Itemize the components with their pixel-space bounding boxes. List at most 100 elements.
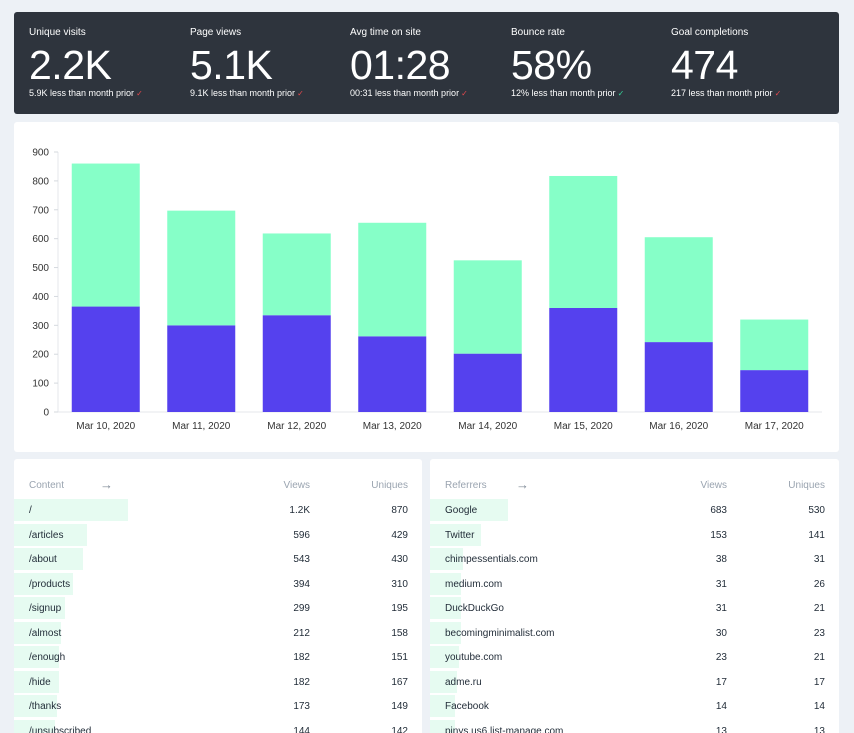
bar-series-1[interactable]	[71, 306, 140, 412]
row-views: 173	[293, 701, 310, 712]
share-bar	[14, 621, 61, 644]
row-label[interactable]: medium.com	[445, 578, 503, 590]
row-uniques: 149	[391, 701, 408, 712]
stat-comparison: 9.1K less than month prior ✓	[190, 88, 304, 98]
uniques-column-header: Uniques	[371, 480, 408, 491]
check-icon: ✓	[617, 89, 625, 98]
row-uniques: 142	[391, 725, 408, 733]
row-uniques: 530	[808, 505, 825, 516]
bar-series-2[interactable]	[549, 175, 618, 308]
bar-series-2[interactable]	[262, 233, 331, 316]
check-icon: ✓	[297, 89, 304, 98]
row-uniques: 141	[808, 529, 825, 541]
table-row[interactable]: /products 394 310	[14, 572, 422, 595]
row-label[interactable]: /products	[29, 578, 71, 590]
table-row[interactable]: medium.com 31 26	[430, 572, 839, 595]
row-uniques: 310	[391, 578, 408, 590]
table-row[interactable]: /unsubscribed 144 142	[14, 719, 422, 733]
row-views: 683	[710, 505, 727, 516]
arrow-right-icon[interactable]: →	[516, 477, 529, 492]
row-label[interactable]: adme.ru	[445, 676, 482, 688]
share-bar	[14, 695, 57, 717]
share-bar	[430, 719, 455, 733]
table-row[interactable]: Google 683 530	[430, 499, 839, 521]
table-row[interactable]: /thanks 173 149	[14, 695, 422, 717]
table-row[interactable]: pinys.us6.list-manage.com 13 13	[430, 719, 839, 733]
bar-series-1[interactable]	[262, 315, 331, 412]
share-bar	[14, 499, 128, 521]
bar-series-1[interactable]	[644, 342, 713, 412]
row-views: 144	[293, 725, 310, 733]
row-label[interactable]: becomingminimalist.com	[445, 627, 555, 639]
table-row[interactable]: /about 543 430	[14, 548, 422, 570]
stat-comparison-text: 12% less than month prior	[511, 88, 616, 98]
row-label[interactable]: /thanks	[29, 701, 62, 712]
table-row[interactable]: / 1.2K 870	[14, 499, 422, 521]
stat-label: Avg time on site	[350, 27, 421, 38]
share-bar	[14, 670, 59, 693]
bar-series-1[interactable]	[549, 308, 618, 412]
share-bar	[430, 548, 463, 570]
row-uniques: 158	[391, 627, 408, 639]
row-label[interactable]: Facebook	[445, 701, 489, 712]
table-row[interactable]: Facebook 14 14	[430, 695, 839, 717]
share-bar	[430, 597, 461, 619]
row-label[interactable]: /articles	[29, 529, 64, 541]
row-label[interactable]: DuckDuckGo	[445, 603, 504, 614]
arrow-right-icon[interactable]: →	[100, 477, 113, 492]
row-label[interactable]: /	[29, 505, 32, 516]
row-label[interactable]: /unsubscribed	[29, 725, 92, 733]
row-label[interactable]: /about	[29, 554, 57, 565]
table-row[interactable]: adme.ru 17 17	[430, 670, 839, 693]
row-label[interactable]: youtube.com	[445, 652, 503, 663]
stat-comparison: 00:31 less than month prior ✓	[350, 88, 468, 98]
row-views: 30	[715, 627, 727, 639]
table-row[interactable]: /signup 299 195	[14, 597, 422, 619]
row-label[interactable]: chimpessentials.com	[445, 554, 538, 565]
table-row[interactable]: chimpessentials.com 38 31	[430, 548, 839, 570]
bar-series-2[interactable]	[167, 210, 236, 326]
bar-series-1[interactable]	[167, 325, 236, 412]
x-tick-label: Mar 14, 2020	[458, 421, 517, 432]
referrers-column-header[interactable]: Referrers	[445, 480, 487, 491]
bar-series-1[interactable]	[358, 336, 427, 412]
row-views: 182	[293, 676, 310, 688]
y-tick-label: 500	[32, 263, 49, 274]
row-views: 38	[715, 554, 727, 565]
table-row[interactable]: youtube.com 23 21	[430, 646, 839, 668]
table-row[interactable]: DuckDuckGo 31 21	[430, 597, 839, 619]
bar-series-1[interactable]	[453, 353, 522, 412]
table-row[interactable]: /hide 182 167	[14, 670, 422, 693]
x-tick-label: Mar 10, 2020	[76, 421, 135, 432]
bar-series-2[interactable]	[740, 319, 809, 371]
row-label[interactable]: Twitter	[445, 529, 475, 541]
bar-series-1[interactable]	[740, 370, 809, 412]
row-label[interactable]: /signup	[29, 603, 62, 614]
row-views: 17	[715, 676, 727, 688]
row-label[interactable]: /almost	[29, 627, 62, 639]
table-row[interactable]: Twitter 153 141	[430, 523, 839, 546]
share-bar	[430, 695, 455, 717]
row-uniques: 430	[391, 554, 408, 565]
referrers-table-card: Referrers → Views Uniques Google 683 530 Twitte…	[430, 459, 839, 733]
bar-series-2[interactable]	[644, 237, 713, 343]
row-label[interactable]: pinys.us6.list-manage.com	[445, 725, 564, 733]
bar-series-2[interactable]	[358, 222, 427, 337]
summary-stats-panel: Unique visits 2.2K 5.9K less than month pr…	[14, 12, 839, 114]
row-label[interactable]: /enough	[29, 652, 66, 663]
row-label[interactable]: Google	[445, 505, 478, 516]
share-bar	[14, 523, 87, 546]
stat-comparison: 5.9K less than month prior ✓	[29, 88, 143, 98]
table-row[interactable]: /almost 212 158	[14, 621, 422, 644]
row-label[interactable]: /hide	[29, 676, 51, 688]
share-bar	[430, 572, 461, 595]
daily-visits-chart: 0 100 200 300 400 500 600 700 800 900 Mar 10, 2020…	[32, 148, 822, 432]
bar-series-2[interactable]	[71, 163, 140, 307]
table-row[interactable]: /articles 596 429	[14, 523, 422, 546]
table-row[interactable]: /enough 182 151	[14, 646, 422, 668]
content-column-header[interactable]: Content	[29, 480, 65, 491]
check-icon: ✓	[461, 89, 468, 98]
table-row[interactable]: becomingminimalist.com 30 23	[430, 621, 839, 644]
stat-comparison: 217 less than month prior ✓	[671, 88, 781, 98]
bar-series-2[interactable]	[453, 260, 522, 354]
